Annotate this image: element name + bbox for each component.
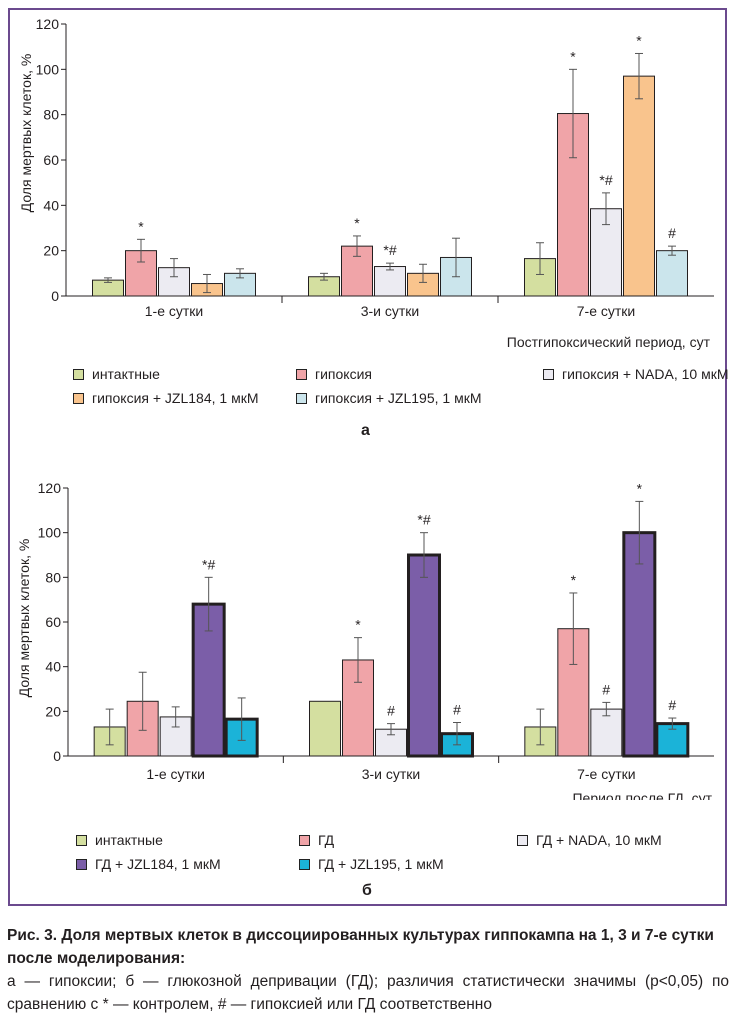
x-axis-label-b: Период после ГД, сут [572,790,712,800]
legend-item-intact-a: интактные [73,366,160,382]
y-axis-label-a: Доля мертвых клеток, % [18,54,34,213]
significance-mark: * [571,572,577,588]
significance-mark: *# [202,556,215,572]
bar [656,250,688,297]
legend-item-nada-a: гипоксия + NADA, 10 мкМ [543,366,728,382]
y-tick-label: 40 [45,659,61,675]
caption-title: Рис. 3. Доля мертвых клеток в диссоцииро… [7,927,714,967]
legend-swatch [299,834,310,846]
legend-swatch [296,368,307,380]
significance-mark: # [602,681,610,697]
legend-item-hypoxia-a: гипоксия [296,366,372,382]
x-axis-label-a: Постгипоксический период, сут [507,334,711,350]
significance-mark: # [668,697,676,713]
chart-panel-a: Доля мертвых клеток, % 0 20 40 60 80 100 120 *… [18,16,714,350]
legend-item-jzl195-a: гипоксия + JZL195, 1 мкМ [296,390,482,406]
significance-mark: * [354,215,360,231]
y-tick-label: 120 [36,16,60,32]
chart-panel-b: Доля мертвых клеток, % 0 20 40 60 80 100 120 *… [16,480,714,800]
significance-mark: * [355,617,361,633]
legend-item-jzl184-b: ГД + JZL184, 1 мкМ [76,856,221,872]
significance-mark: * [636,32,642,48]
legend-item-intact-b: интактные [76,832,163,848]
y-tick-label: 20 [43,243,59,259]
bar [309,700,341,757]
legend-swatch [517,834,528,846]
bar [342,659,374,757]
panel-letter-a: а [361,422,370,439]
legend-swatch [543,368,554,380]
y-tick-label: 80 [43,107,59,123]
significance-mark: # [668,225,676,241]
bar [407,553,441,758]
category-label: 1-е сутки [145,303,203,319]
significance-mark: *# [599,172,612,188]
y-tick-label: 60 [43,152,59,168]
panel-letter-b: б [362,882,372,899]
legend-swatch [73,368,84,380]
category-label: 7-е сутки [577,766,635,782]
category-label: 3-и сутки [362,766,421,782]
bars-b: *#*#*##*#*# [93,480,690,758]
y-tick-label: 100 [36,61,60,77]
legend-swatch [299,858,310,870]
legend-swatch [76,858,87,870]
category-label: 3-и сутки [361,303,420,319]
legend-item-nada-b: ГД + NADA, 10 мкМ [517,832,662,848]
significance-mark: # [387,703,395,719]
significance-mark: # [453,702,461,718]
figure-frame [8,8,727,906]
x-axis-categories-a: 1-е сутки 3-и сутки 7-е сутки [145,303,635,319]
y-tick-label: 120 [38,480,62,496]
y-axis-label-b: Доля мертвых клеток, % [16,539,32,698]
legend-swatch [76,834,87,846]
bars-a: * **#**#*# [92,32,688,297]
legend-item-gd-b: ГД [299,832,334,848]
significance-mark: * [570,48,576,64]
figure-caption: Рис. 3. Доля мертвых клеток в диссоцииро… [7,924,729,1016]
legend-swatch [296,392,307,404]
y-tick-label: 0 [53,748,61,764]
bar [374,266,406,297]
legend-item-jzl184-a: гипоксия + JZL184, 1 мкМ [73,390,259,406]
legend-item-jzl195-b: ГД + JZL195, 1 мкМ [299,856,444,872]
bar [590,708,623,757]
significance-mark: * [637,480,643,496]
x-axis-categories-b: 1-е сутки 3-и сутки 7-е сутки [146,766,635,782]
category-label: 7-е сутки [577,303,635,319]
y-tick-label: 40 [43,197,59,213]
bar [622,531,657,758]
bar [623,75,655,297]
legend-swatch [73,392,84,404]
significance-mark: *# [383,242,396,258]
y-tick-label: 0 [51,288,59,304]
significance-mark: * [138,218,144,234]
category-label: 1-е сутки [146,766,204,782]
y-tick-label: 60 [45,614,61,630]
y-tick-label: 80 [45,569,61,585]
significance-mark: *# [417,512,430,528]
y-tick-label: 20 [45,703,61,719]
caption-description: а — гипоксии; б — глюкозной депривации (… [7,973,729,1013]
y-tick-label: 100 [38,525,62,541]
